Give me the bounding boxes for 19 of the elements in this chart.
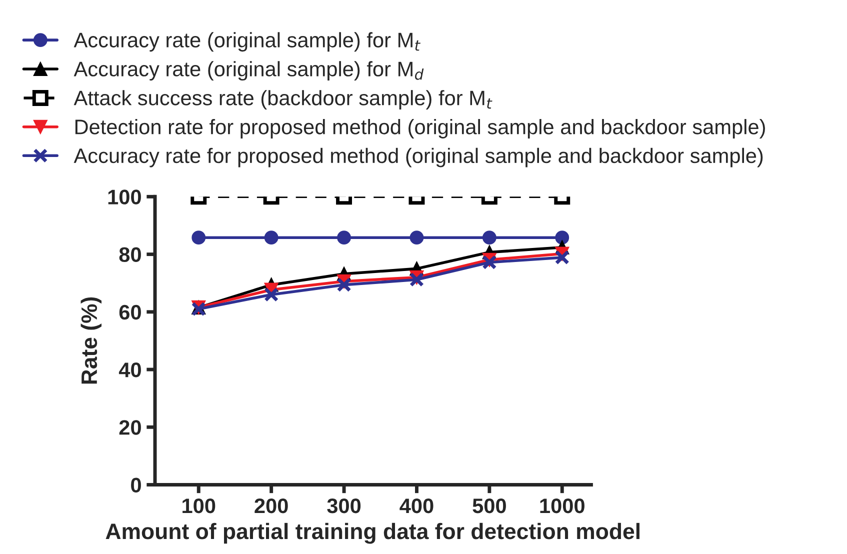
y-tick-label: 20 xyxy=(119,420,141,435)
x-tick-label: 200 xyxy=(254,498,288,514)
y-tick-label: 40 xyxy=(118,362,141,378)
x-tick-label: 300 xyxy=(327,498,361,514)
y-tick-label: 60 xyxy=(119,304,141,320)
y-axis-title: Rate (%) xyxy=(80,297,102,384)
legend-label: Accuracy rate for proposed method (original sample and backdoor sample) xyxy=(74,148,763,168)
legend-label: Detection rate for proposed method (original sample and backdoor sample) xyxy=(75,119,765,138)
legend-label: Attack success rate (backdoor sample) for M$_{t}$ xyxy=(74,90,492,110)
x-tick-label: 500 xyxy=(472,498,506,514)
y-tick-label: 100 xyxy=(108,190,141,204)
x-tick-label: 400 xyxy=(400,498,434,514)
y-tick-label: 80 xyxy=(119,247,141,262)
legend-label: Accuracy rate (original sample) for M$_{t}$ xyxy=(74,32,420,52)
x-tick-label: 1000 xyxy=(540,498,584,514)
y-tick-label: 0 xyxy=(131,478,141,493)
x-tick-label: 100 xyxy=(182,498,216,514)
legend-label: Accuracy rate (original sample) for M$_{d}$ xyxy=(74,61,424,81)
x-axis-title: Amount of partial training data for detection model xyxy=(106,522,640,544)
